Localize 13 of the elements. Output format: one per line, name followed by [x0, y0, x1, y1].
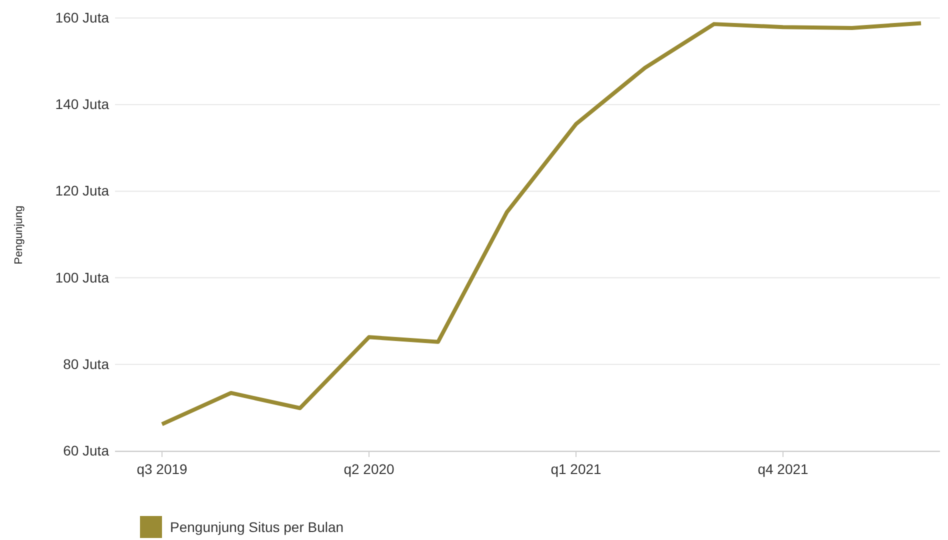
x-tick-label: q3 2019	[136, 461, 188, 477]
y-tick-label: 80 Juta	[63, 356, 110, 372]
y-tick-label: 140 Juta	[55, 96, 110, 112]
y-tick-label: 60 Juta	[63, 442, 110, 458]
y-tick-label: 160 Juta	[55, 9, 110, 26]
y-tick-label: 120 Juta	[55, 182, 110, 199]
x-tick-label: q2 2020	[344, 461, 395, 477]
line-series	[160, 21, 923, 426]
y-tick-label: 100 Juta	[55, 269, 110, 286]
x-tick-label: q4 2021	[758, 461, 809, 477]
legend-label: Pengunjung Situs per Bulan	[170, 519, 344, 535]
x-tick-label: q1 2021	[550, 461, 602, 477]
y-axis-title: Pengunjung	[13, 206, 25, 264]
